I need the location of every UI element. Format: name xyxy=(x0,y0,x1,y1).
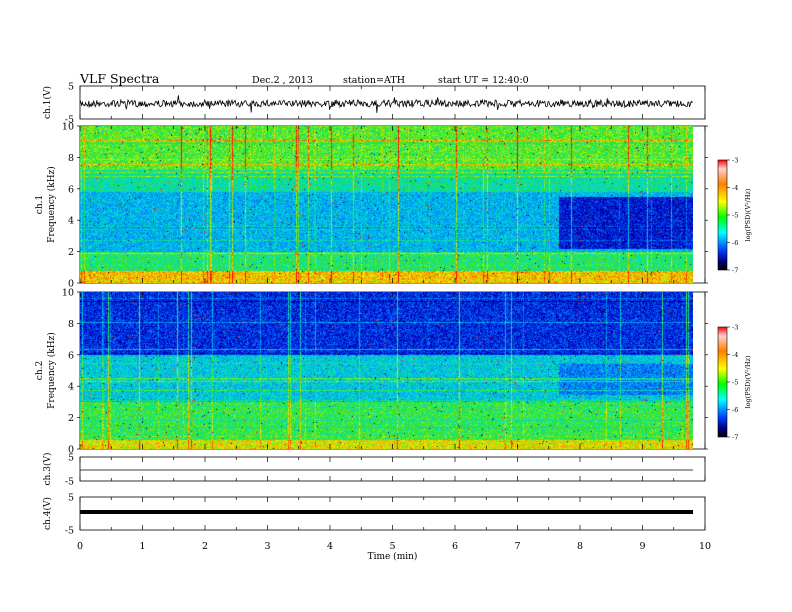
x-tick-label: 0 xyxy=(77,541,83,552)
y-tick-label: 8 xyxy=(68,153,74,164)
x-tick-label: 10 xyxy=(699,541,711,552)
y-tick-label: -5 xyxy=(65,477,74,488)
colorbar-tick-label: -7 xyxy=(732,434,738,442)
colorbar-frame xyxy=(717,326,728,438)
y-tick-label: -5 xyxy=(65,115,74,126)
panel-ylabel: ch.4(V) xyxy=(42,497,53,530)
panel-ylabel: ch.1 xyxy=(35,195,45,214)
y-tick-label: 0 xyxy=(68,279,74,290)
x-tick-label: 1 xyxy=(139,541,145,552)
colorbar-tick-label: -6 xyxy=(732,239,738,247)
station-label: station=ATH xyxy=(343,75,405,86)
y-tick-label: 10 xyxy=(62,122,74,133)
colorbar-tick-label: -3 xyxy=(732,157,738,165)
y-tick-label: 10 xyxy=(62,288,74,299)
panel-ylabel: ch.3(V) xyxy=(42,453,53,486)
y-tick-label: 0 xyxy=(68,445,74,456)
colorbar-tick-label: -3 xyxy=(732,324,738,332)
frequency-axis-label: Frequency (kHz) xyxy=(46,166,57,243)
colorbar-tick-label: -4 xyxy=(732,351,738,359)
colorbar-label: log(PSD)(V²/Hz) xyxy=(744,355,752,408)
y-tick-label: 4 xyxy=(68,382,74,393)
x-tick-label: 6 xyxy=(452,541,458,552)
y-tick-label: 4 xyxy=(68,216,74,227)
ch1-spectrogram xyxy=(80,126,693,283)
x-tick-label: 3 xyxy=(264,541,270,552)
ch1-waveform-trace xyxy=(79,95,694,113)
colorbar-frame xyxy=(717,159,728,271)
y-tick-label: 2 xyxy=(68,247,74,258)
x-tick-label: 7 xyxy=(514,541,520,552)
colorbar-label: log(PSD)(V²/Hz) xyxy=(744,188,752,241)
ch1-colorbar xyxy=(718,160,727,270)
colorbar-tick-label: -7 xyxy=(732,267,738,275)
panel-ylabel: ch.1(V) xyxy=(42,86,53,119)
colorbar-ticks: -3 -4 -5 -6 -7 log(PSD)(V²/Hz) -3 -4 -5 -6 -7 log(P… xyxy=(717,157,752,442)
x-tick-label: 8 xyxy=(577,541,583,552)
y-tick-label: 2 xyxy=(68,413,74,424)
colorbar-tick-label: -4 xyxy=(732,184,738,192)
y-tick-label: 6 xyxy=(68,184,74,195)
colorbar-tick-label: -5 xyxy=(732,212,738,220)
axis-ticks xyxy=(77,86,708,530)
y-tick-label: 6 xyxy=(68,350,74,361)
start-time-label: start UT = 12:40:0 xyxy=(438,75,529,86)
y-tick-label: 5 xyxy=(68,493,74,504)
y-tick-label: 5 xyxy=(68,453,74,464)
ch2-colorbar xyxy=(718,327,727,437)
figure-title: VLF Spectra xyxy=(79,71,160,86)
y-tick-label: 8 xyxy=(68,319,74,330)
x-axis-label: Time (min) xyxy=(368,551,418,562)
ch2-spectrogram xyxy=(80,292,693,449)
y-tick-label: -5 xyxy=(65,526,74,537)
x-tick-label: 2 xyxy=(202,541,208,552)
x-tick-label: 4 xyxy=(327,541,333,552)
y-tick-label: 5 xyxy=(68,82,74,93)
colorbar-tick-label: -6 xyxy=(732,406,738,414)
x-tick-label: 9 xyxy=(639,541,645,552)
colorbar-tick-label: -5 xyxy=(732,379,738,387)
x-tick-label: 5 xyxy=(389,541,395,552)
panel-ylabel: ch.2 xyxy=(35,361,45,380)
date-label: Dec.2 , 2013 xyxy=(252,75,313,86)
frequency-axis-label: Frequency (kHz) xyxy=(46,332,57,409)
